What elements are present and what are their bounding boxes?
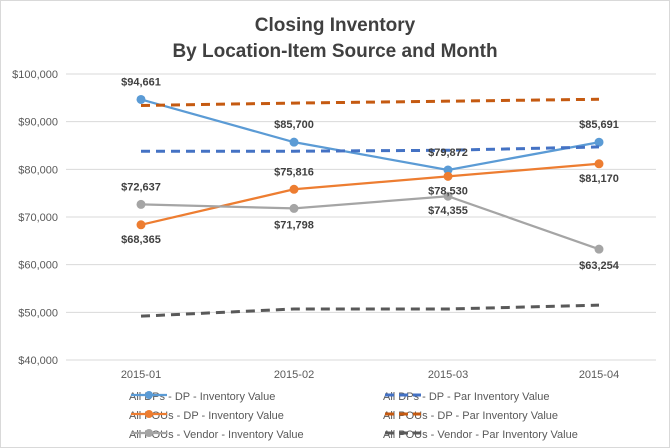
data-point (289, 203, 299, 213)
legend-item: All POUs - DP - Par Inventory Value (383, 408, 558, 424)
legend-item: All DPs - DP - Inventory Value (129, 389, 275, 405)
x-tick-label: 2015-01 (121, 369, 161, 381)
legend-label: All DPs - DP - Par Inventory Value (383, 391, 550, 403)
data-label: $85,700 (274, 119, 314, 131)
y-tick-label: $100,000 (12, 69, 58, 81)
series-line (140, 303, 600, 318)
y-tick-label: $50,000 (18, 307, 58, 319)
data-point (136, 199, 146, 209)
series-line (141, 145, 600, 153)
legend-item: All POUs - Vendor - Inventory Value (129, 427, 304, 443)
legend-item: All POUs - DP - Inventory Value (129, 408, 284, 424)
legend-marker (145, 391, 153, 399)
data-point (443, 191, 453, 201)
legend-label: All POUs - Vendor - Par Inventory Value (383, 429, 578, 441)
data-point (443, 171, 453, 181)
data-point (594, 159, 604, 169)
legend-item: All POUs - Vendor - Par Inventory Value (383, 427, 578, 443)
legend-item: All DPs - DP - Par Inventory Value (383, 389, 550, 405)
data-point (289, 184, 299, 194)
data-label: $74,355 (428, 205, 468, 217)
data-point (594, 137, 604, 147)
series-line (140, 97, 600, 107)
legend-swatch (131, 429, 167, 437)
chart-title-block: Closing Inventory By Location-Item Sourc… (1, 13, 669, 65)
y-tick-label: $40,000 (18, 355, 58, 367)
legend-swatch (385, 393, 421, 397)
y-tick-label: $60,000 (18, 260, 58, 272)
y-tick-label: $90,000 (18, 117, 58, 129)
data-point (594, 244, 604, 254)
legend-swatch (131, 391, 167, 399)
series-line (140, 162, 600, 226)
legend-swatch (385, 431, 421, 435)
data-label: $75,816 (274, 166, 314, 178)
chart-subtitle: By Location-Item Source and Month (172, 41, 498, 62)
chart-title: Closing Inventory (254, 15, 416, 36)
data-label: $81,170 (579, 173, 619, 185)
data-label: $79,872 (428, 147, 468, 159)
x-tick-label: 2015-03 (428, 369, 468, 381)
data-label: $72,637 (121, 181, 161, 193)
y-tick-label: $70,000 (18, 212, 58, 224)
data-label: $71,798 (274, 219, 314, 231)
data-label: $85,691 (579, 119, 619, 131)
x-tick-label: 2015-02 (274, 369, 314, 381)
data-label: $63,254 (579, 260, 620, 272)
legend-label: All POUs - DP - Inventory Value (129, 410, 284, 422)
data-label: $78,530 (428, 185, 468, 197)
legend-label: All POUs - Vendor - Inventory Value (129, 429, 304, 441)
legend-marker (145, 429, 153, 437)
legend-marker (145, 410, 153, 418)
y-tick-label: $80,000 (18, 164, 58, 176)
series-line (140, 195, 600, 251)
x-tick-label: 2015-04 (579, 369, 619, 381)
data-point (136, 94, 146, 104)
data-point (136, 220, 146, 230)
legend-swatch (385, 412, 421, 416)
series-line (140, 98, 600, 172)
legend-swatch (131, 410, 167, 418)
data-point (289, 137, 299, 147)
data-label: $94,661 (121, 76, 161, 88)
data-label: $68,365 (121, 234, 161, 246)
legend-label: All POUs - DP - Par Inventory Value (383, 410, 559, 422)
